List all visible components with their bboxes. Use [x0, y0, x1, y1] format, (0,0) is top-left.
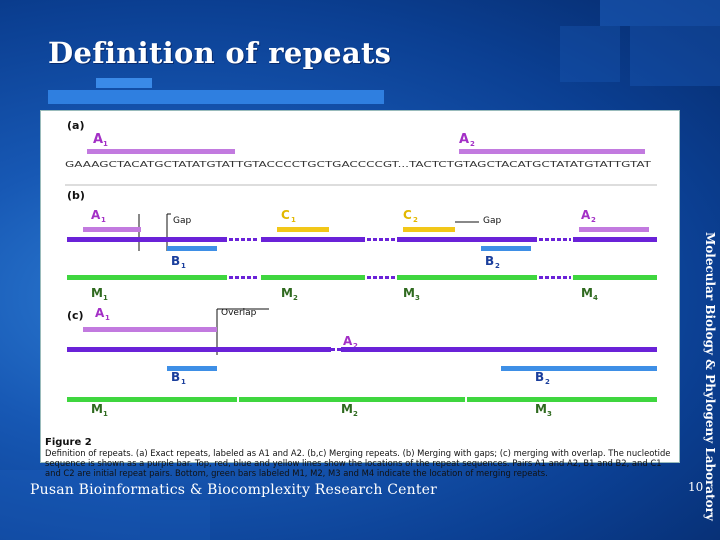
- label-m1-sub: 1: [103, 294, 108, 302]
- label-m3: M: [403, 286, 415, 300]
- repeat-bar-a1: [87, 149, 235, 154]
- label-b-a2: A: [581, 208, 591, 222]
- label-m4-sub: 4: [593, 294, 598, 302]
- slide-title: Definition of repeats: [48, 36, 392, 70]
- panel-a-tag: (a): [67, 119, 84, 132]
- label-c-m3: M: [535, 402, 547, 416]
- merge-bar-m3: [397, 275, 537, 280]
- label-b2-sub: 2: [495, 262, 500, 270]
- merge-bar-m2: [261, 275, 365, 280]
- nucleotide-sequence: GAAAGCTACATGCTATATGTATTGTACCCCTGCTGACCCC…: [65, 159, 652, 169]
- repeat-bar-b2: [481, 246, 531, 251]
- figure-caption: Figure 2 Definition of repeats. (a) Exac…: [45, 437, 675, 479]
- repeat-bar-c2: [403, 227, 455, 232]
- panel-c-tag: (c): [67, 309, 84, 322]
- label-b-a1-sub: 1: [101, 216, 106, 224]
- label-c-b1: B: [171, 370, 180, 384]
- merge-bar-m4: [573, 275, 657, 280]
- label-c-b2-sub: 2: [545, 378, 550, 386]
- label-m2-sub: 2: [293, 294, 298, 302]
- repeat-bar-c-b1: [167, 366, 217, 371]
- label-c-a2-sub: 2: [353, 342, 358, 350]
- caption-text: Definition of repeats. (a) Exact repeats…: [45, 448, 671, 478]
- repeat-bar-c1: [277, 227, 329, 232]
- label-b1: B: [171, 254, 180, 268]
- label-a2-sub: 2: [470, 140, 475, 148]
- label-gap-2: Gap: [483, 216, 501, 226]
- label-c-a1-sub: 1: [105, 314, 110, 322]
- label-a1-sub: 1: [103, 140, 108, 148]
- label-c-a1: A: [95, 306, 105, 320]
- label-c-m2: M: [341, 402, 353, 416]
- label-a1: A: [93, 132, 103, 147]
- sequence-bar-b-2: [261, 237, 365, 242]
- decorative-square: [600, 0, 720, 26]
- repeat-bar-b-a2: [579, 227, 649, 232]
- sequence-bar-b-3: [397, 237, 537, 242]
- sequence-bar-b-1: [67, 237, 227, 242]
- label-c-a2: A: [343, 334, 353, 348]
- label-c1: C: [281, 208, 290, 222]
- figure-panel: (a) A 1 A 2 GAAAGCTACATGCTATATGTATTGTACC…: [40, 110, 680, 478]
- label-c-m3-sub: 3: [547, 410, 552, 418]
- label-b-a1: A: [91, 208, 101, 222]
- label-a2: A: [459, 132, 469, 147]
- sequence-bar-b-4: [573, 237, 657, 242]
- panel-b-tag: (b): [67, 189, 85, 202]
- label-c2: C: [403, 208, 412, 222]
- page-number: 10: [688, 480, 704, 494]
- decorative-square: [0, 470, 140, 540]
- label-overlap: Overlap: [221, 308, 257, 318]
- label-m3-sub: 3: [415, 294, 420, 302]
- label-b2: B: [485, 254, 494, 268]
- footer-text: Pusan Bioinformatics & Biocomplexity Res…: [30, 482, 438, 498]
- sequence-bar-c-1: [67, 347, 331, 352]
- label-m4: M: [581, 286, 593, 300]
- repeat-bar-c-a1: [83, 327, 217, 332]
- repeat-bar-c-b2: [501, 366, 657, 371]
- caption-title: Figure 2: [45, 437, 92, 448]
- repeats-diagram: (a) A 1 A 2 GAAAGCTACATGCTATATGTATTGTACC…: [65, 119, 657, 418]
- label-c1-sub: 1: [291, 216, 296, 224]
- label-b-a2-sub: 2: [591, 216, 596, 224]
- lab-name-vertical: Molecular Biology & Phylogeny Laboratory: [703, 232, 717, 521]
- label-c-m1: M: [91, 402, 103, 416]
- label-m2: M: [281, 286, 293, 300]
- title-underline-bar: [48, 90, 384, 104]
- merge-bar-m1: [67, 275, 227, 280]
- repeat-bar-b-a1: [83, 227, 141, 232]
- label-c2-sub: 2: [413, 216, 418, 224]
- merge-bar-c-m1: [67, 397, 237, 402]
- merge-bar-c-m3: [467, 397, 657, 402]
- label-c-b1-sub: 1: [181, 378, 186, 386]
- sequence-bar-c-2: [341, 347, 657, 352]
- label-c-m1-sub: 1: [103, 410, 108, 418]
- label-c-m2-sub: 2: [353, 410, 358, 418]
- decorative-square: [560, 26, 620, 82]
- title-accent-bar: [96, 78, 152, 88]
- label-m1: M: [91, 286, 103, 300]
- label-c-b2: B: [535, 370, 544, 384]
- label-gap-1: Gap: [173, 216, 191, 226]
- label-b1-sub: 1: [181, 262, 186, 270]
- repeat-bar-a2: [459, 149, 645, 154]
- decorative-square: [140, 500, 210, 540]
- decorative-square: [630, 26, 720, 86]
- repeat-bar-b1: [167, 246, 217, 251]
- merge-bar-c-m2: [239, 397, 465, 402]
